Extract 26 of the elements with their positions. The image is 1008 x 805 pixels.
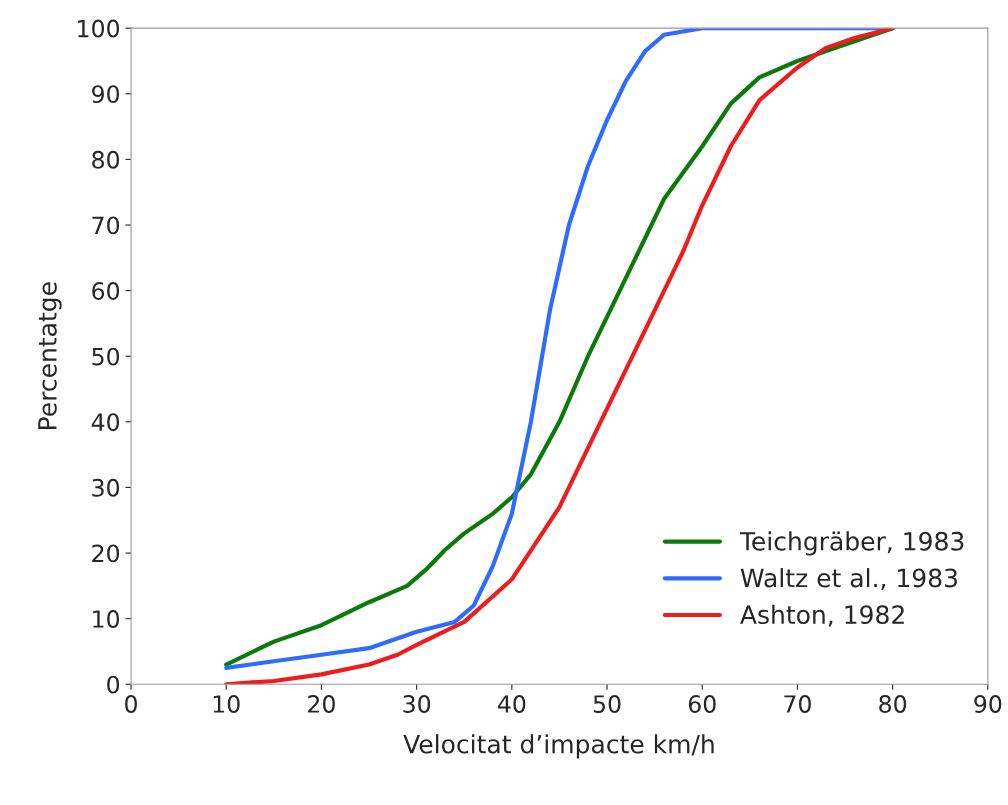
x-tick-label: 90 <box>974 695 1002 713</box>
y-tick-label: 60 <box>92 282 120 300</box>
x-tick-label: 70 <box>784 695 811 713</box>
y-tick-label: 100 <box>78 19 120 38</box>
x-tick-label: 20 <box>308 695 335 713</box>
y-tick-label: 70 <box>92 216 120 235</box>
y-tick-label: 20 <box>92 544 120 563</box>
y-tick-label: 10 <box>93 610 120 628</box>
x-tick-label: 80 <box>879 695 907 713</box>
x-tick-label: 50 <box>593 695 621 713</box>
legend-label: Teichgräber, 1983 <box>739 531 964 556</box>
y-tick-label: 80 <box>92 150 120 169</box>
x-axis-title: Velocitat d’impacte km/h <box>403 734 714 759</box>
x-tick-label: 40 <box>497 695 526 713</box>
y-tick-label: 90 <box>92 85 120 104</box>
y-tick-label: 50 <box>92 347 120 366</box>
y-tick-label: 30 <box>92 478 120 497</box>
y-axis-title: Percentatge <box>38 282 62 429</box>
x-tick-label: 60 <box>688 695 716 713</box>
legend-label: Waltz et al., 1983 <box>740 568 958 590</box>
x-tick-label: 10 <box>213 695 240 713</box>
x-tick-label: 30 <box>403 695 431 713</box>
y-tick-label: 40 <box>91 413 120 432</box>
x-tick-label: 0 <box>125 695 137 713</box>
y-tick-label: 0 <box>107 675 120 694</box>
legend-label: Ashton, 1982 <box>740 604 904 627</box>
